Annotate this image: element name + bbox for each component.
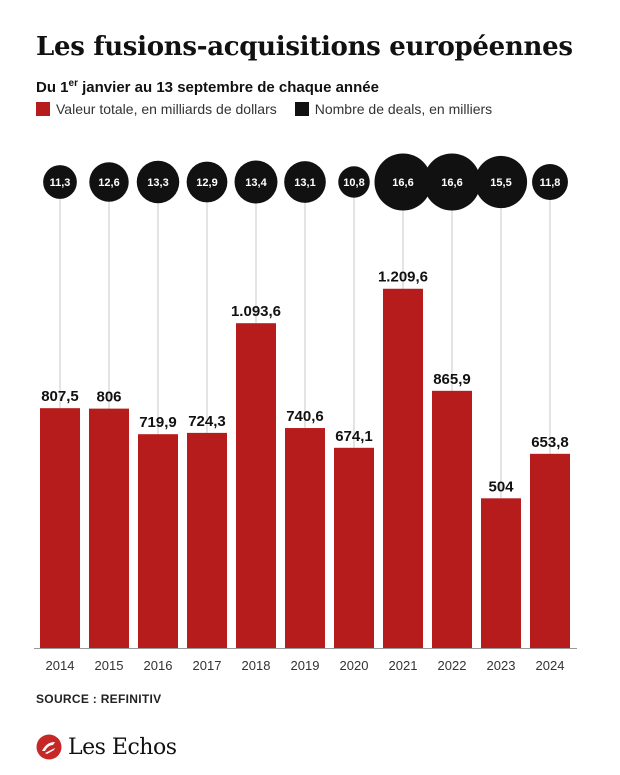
bar-value-label: 807,5	[41, 388, 79, 405]
subtitle-end: janvier au 13 septembre de chaque année	[77, 79, 379, 96]
deals-circle	[532, 164, 568, 200]
bar-value-label: 806	[96, 389, 121, 406]
x-tick-label: 2023	[487, 658, 516, 673]
deals-label: 12,6	[98, 177, 119, 189]
bar	[187, 432, 227, 648]
x-tick-label: 2018	[242, 658, 271, 673]
deals-label: 15,5	[490, 177, 511, 189]
x-tick-label: 2024	[536, 658, 565, 673]
legend-swatch-deals	[294, 102, 309, 116]
bar-value-label: 740,6	[286, 408, 324, 425]
deals-label: 12,9	[196, 177, 217, 189]
bar-value-label: 674,1	[335, 428, 373, 445]
bar	[432, 390, 472, 648]
deals-label: 13,1	[294, 177, 315, 189]
x-tick-label: 2014	[46, 658, 75, 673]
deals-label: 16,6	[441, 177, 462, 189]
x-tick-label: 2017	[193, 658, 222, 673]
bar	[285, 428, 325, 648]
chart-subtitle: Du 1er janvier au 13 septembre de chaque…	[36, 78, 379, 96]
legend-item-value: Valeur totale, en milliards de dollars	[36, 101, 277, 117]
deals-label: 16,6	[392, 177, 413, 189]
subtitle-superscript: er	[68, 78, 78, 89]
deals-label: 11,8	[540, 177, 561, 189]
deals-label: 11,3	[50, 177, 71, 189]
legend-swatch-value	[36, 102, 50, 116]
deals-label: 13,4	[245, 177, 267, 189]
bar	[530, 453, 570, 648]
x-tick-label: 2020	[340, 658, 369, 673]
x-tick-label: 2019	[291, 658, 320, 673]
deals-circle	[423, 153, 481, 211]
legend-label-deals: Nombre de deals, en milliers	[314, 101, 493, 117]
bar	[334, 447, 374, 648]
x-tick-label: 2015	[95, 658, 124, 673]
bar-chart: 11,3 807,5 2014 12,6 806 2015 13,3 719,9 2016 12,…	[34, 153, 577, 673]
legend-item-deals: Nombre de deals, en milliers	[294, 101, 493, 117]
bar-value-label: 653,8	[531, 434, 569, 451]
x-tick-label: 2022	[438, 658, 467, 673]
deals-circle	[338, 166, 370, 198]
deals-circle	[234, 160, 278, 204]
deals-circle	[186, 161, 228, 203]
bar	[138, 434, 178, 648]
deals-circle	[284, 161, 326, 203]
deals-circle	[474, 155, 528, 209]
bar-value-label: 1.093,6	[231, 303, 281, 320]
bar-value-label: 719,9	[139, 414, 177, 431]
deals-label: 10,8	[343, 177, 364, 189]
source-note: SOURCE : REFINITIV	[36, 692, 162, 706]
bar	[89, 408, 129, 648]
bar-value-label: 865,9	[433, 371, 471, 388]
deals-circle	[43, 165, 77, 199]
brand-name: Les Echos	[68, 734, 177, 760]
bar	[236, 323, 276, 648]
bar-value-label: 1.209,6	[378, 269, 428, 286]
legend: Valeur totale, en milliards de dollars N…	[36, 101, 510, 117]
deals-circle	[374, 153, 432, 211]
legend-label-value: Valeur totale, en milliards de dollars	[56, 101, 277, 117]
les-echos-logo-icon	[36, 734, 62, 760]
x-tick-label: 2021	[389, 658, 418, 673]
deals-circle	[136, 160, 180, 204]
bar-value-label: 504	[488, 478, 514, 495]
brand-logo: Les Echos	[36, 734, 177, 760]
bar-value-label: 724,3	[188, 413, 226, 430]
chart-title: Les fusions-acquisitions européennes	[36, 32, 573, 62]
bar	[40, 408, 80, 648]
x-tick-label: 2016	[144, 658, 173, 673]
deals-label: 13,3	[147, 177, 168, 189]
subtitle-start: Du 1	[36, 79, 69, 96]
bar	[383, 288, 423, 648]
bar	[481, 498, 521, 648]
deals-circle	[89, 162, 129, 202]
